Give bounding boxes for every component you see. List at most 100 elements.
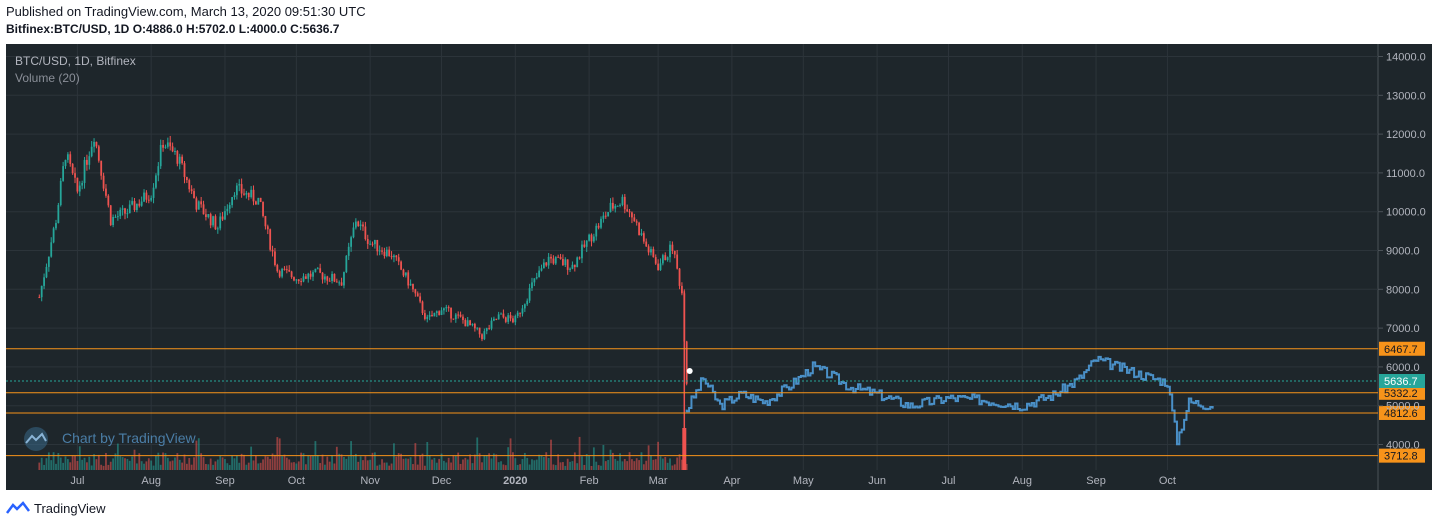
candle-body [100, 160, 103, 176]
y-tick-label: 14000.0 [1386, 52, 1426, 64]
volume-bar [264, 456, 267, 470]
volume-bar [507, 447, 510, 470]
candle-body [462, 316, 464, 320]
volume-bar [569, 461, 571, 470]
volume-bar [471, 463, 474, 470]
candle-body [64, 159, 67, 167]
volume-bar [147, 458, 150, 470]
candle-body [81, 182, 84, 186]
candle-body [195, 198, 198, 210]
candle-body [150, 197, 153, 201]
volume-bar [419, 454, 422, 470]
candle-body [207, 214, 210, 218]
volume-bar [316, 454, 319, 470]
candle-body [95, 141, 98, 147]
candle-body [171, 146, 174, 152]
candle-body [604, 215, 607, 217]
candle-body [74, 173, 76, 178]
candle-body [228, 205, 231, 209]
volume-bar [226, 463, 229, 470]
volume-bar [281, 456, 283, 470]
candle-body [623, 196, 626, 210]
candle-body [661, 255, 664, 264]
candle-body [540, 268, 543, 271]
candle-body [290, 271, 293, 278]
candle-body [519, 312, 521, 314]
volume-bar [307, 456, 310, 470]
footer-brand: TradingView [34, 500, 106, 516]
chart-title: BTC/USD, 1D, Bitfinex [15, 54, 136, 68]
volume-bar [404, 458, 407, 470]
projection-line [685, 355, 1214, 446]
candle-body [493, 318, 495, 321]
candle-body [88, 156, 91, 165]
candle-body [507, 315, 510, 322]
candle-body [576, 257, 579, 268]
volume-bar [157, 452, 160, 470]
candle-body [293, 277, 295, 281]
volume-bar [43, 464, 45, 470]
candle-body [252, 189, 255, 202]
volume-bar [205, 463, 207, 470]
volume-bar [312, 455, 314, 470]
volume-bar [126, 458, 129, 470]
candle-body [309, 273, 312, 277]
volume-bar [69, 462, 72, 470]
candle-body [393, 255, 395, 258]
candle-body [545, 262, 548, 266]
candle-body [143, 192, 145, 202]
volume-bar [485, 455, 488, 470]
volume-bar [224, 459, 226, 470]
candle-body [440, 310, 443, 315]
candle-body [47, 256, 50, 267]
volume-bar [654, 459, 657, 470]
volume-bar [328, 461, 331, 470]
current-price-label: 5636.7 [1384, 376, 1418, 388]
volume-bar [457, 452, 460, 470]
volume-bar [645, 460, 648, 470]
volume-bar [247, 462, 250, 470]
volume-bar [600, 465, 602, 470]
volume-bar [295, 463, 298, 470]
volume-bar [169, 461, 172, 470]
candle-body [166, 142, 169, 147]
candle-body [333, 273, 336, 282]
x-tick-label: Sep [215, 475, 235, 487]
volume-bar [661, 458, 664, 470]
volume-bar [564, 465, 567, 470]
tradingview-icon [6, 501, 30, 514]
candle-body [478, 327, 481, 335]
volume-bar [440, 453, 443, 470]
volume-bar [369, 459, 372, 470]
volume-bar [616, 460, 619, 470]
volume-bar [333, 463, 336, 470]
y-tick-label: 7000.0 [1386, 323, 1420, 335]
volume-bar [164, 453, 167, 470]
candle-body [566, 259, 569, 270]
candle-body [209, 214, 212, 226]
candle-body [240, 184, 243, 194]
time-axis[interactable] [6, 470, 1432, 490]
candle-body [590, 234, 593, 242]
volume-bar [631, 459, 633, 470]
candle-body [90, 146, 93, 157]
candle-body [181, 156, 184, 164]
candle-body [357, 221, 360, 227]
candle-body [324, 276, 326, 280]
candle-body [426, 316, 429, 319]
candle-body [538, 270, 541, 278]
candle-body [526, 300, 529, 305]
volume-bar [252, 460, 255, 470]
price-chart[interactable]: 6467.7 5332.2 4812.6 3712.8 5636.7 14000.0 13… [0, 0, 1437, 498]
candle-body [409, 283, 412, 286]
volume-bar [181, 462, 184, 470]
volume-bar [52, 452, 55, 470]
volume-bar [319, 463, 322, 470]
candle-body [102, 175, 105, 189]
volume-bar [581, 456, 583, 470]
volume-bar [55, 463, 57, 470]
candle-body [69, 154, 72, 164]
volume-bar [166, 457, 169, 470]
volume-bar [400, 453, 402, 470]
volume-bar [526, 457, 529, 470]
